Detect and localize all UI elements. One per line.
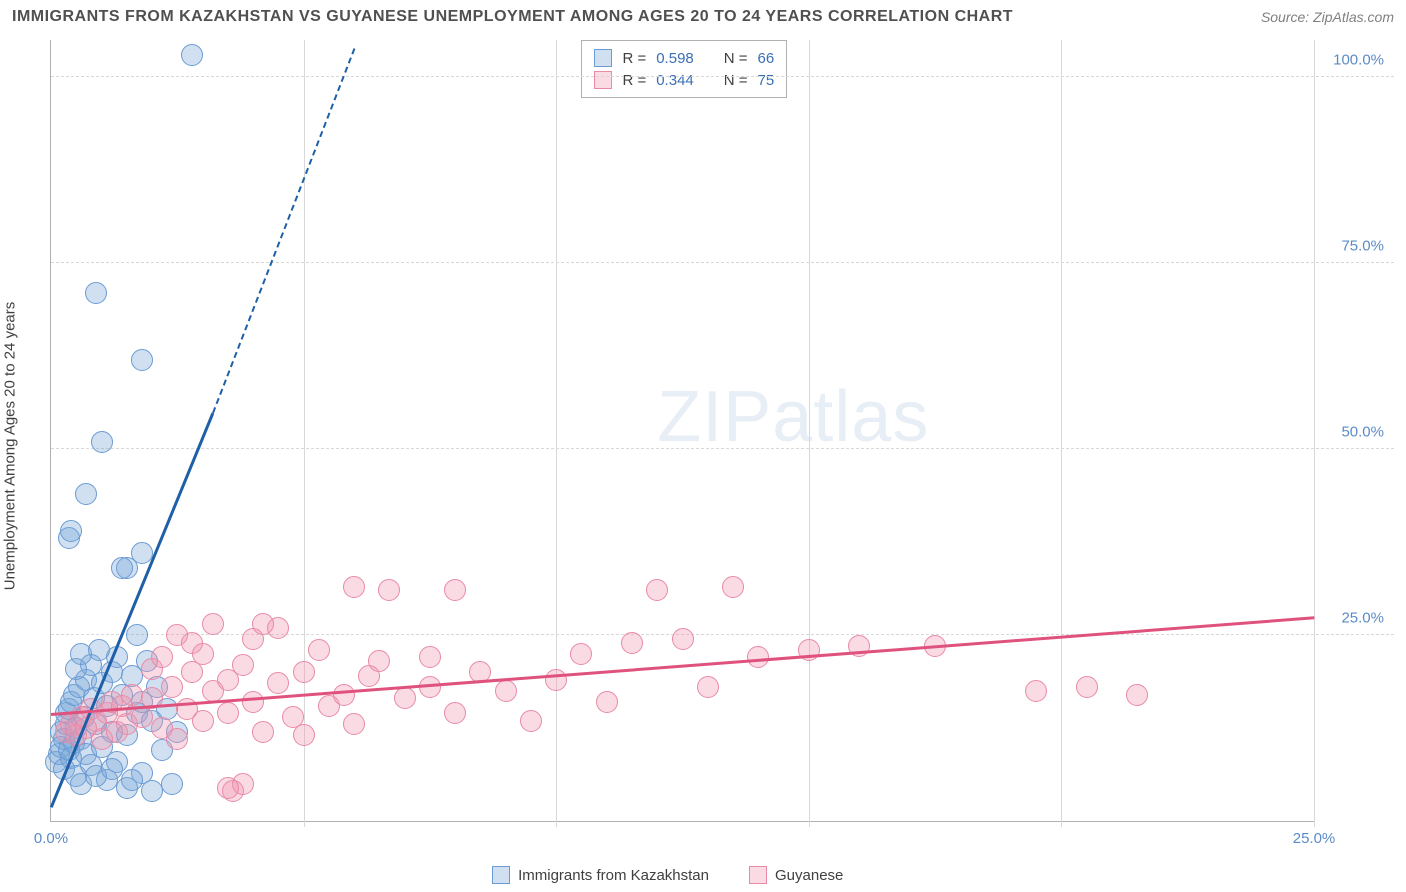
n-value-kazakhstan: 66 <box>758 50 775 67</box>
trend-line <box>50 413 214 808</box>
legend-row-guyanese: R = 0.344 N = 75 <box>594 69 774 91</box>
scatter-point-guyanese <box>1076 676 1098 698</box>
scatter-point-guyanese <box>252 721 274 743</box>
series-legend: Immigrants from Kazakhstan Guyanese <box>492 866 843 884</box>
y-tick-label: 50.0% <box>1324 424 1384 441</box>
scatter-point-guyanese <box>495 680 517 702</box>
source-label: Source: ZipAtlas.com <box>1261 9 1394 25</box>
scatter-point-guyanese <box>368 650 390 672</box>
scatter-point-guyanese <box>293 661 315 683</box>
scatter-point-kazakhstan <box>91 431 113 453</box>
scatter-point-kazakhstan <box>131 349 153 371</box>
scatter-point-kazakhstan <box>126 624 148 646</box>
grid-line-v <box>1314 40 1315 827</box>
chart-container: ZIPatlas R = 0.598 N = 66 R = 0.344 N = … <box>50 40 1394 852</box>
legend-swatch-kazakhstan-icon <box>492 866 510 884</box>
plot-area: ZIPatlas R = 0.598 N = 66 R = 0.344 N = … <box>50 40 1314 822</box>
legend-swatch-kazakhstan <box>594 49 612 67</box>
grid-line-h <box>51 448 1394 449</box>
scatter-point-guyanese <box>394 687 416 709</box>
scatter-point-kazakhstan <box>141 780 163 802</box>
scatter-point-guyanese <box>217 777 239 799</box>
scatter-point-guyanese <box>378 579 400 601</box>
scatter-point-kazakhstan <box>85 282 107 304</box>
scatter-point-guyanese <box>646 579 668 601</box>
scatter-point-guyanese <box>1126 684 1148 706</box>
grid-line-v <box>1061 40 1062 827</box>
scatter-point-guyanese <box>192 710 214 732</box>
scatter-point-guyanese <box>419 676 441 698</box>
legend-item-kazakhstan: Immigrants from Kazakhstan <box>492 866 709 884</box>
scatter-point-guyanese <box>697 676 719 698</box>
correlation-legend: R = 0.598 N = 66 R = 0.344 N = 75 <box>581 40 787 98</box>
scatter-point-kazakhstan <box>111 557 133 579</box>
n-label: N = <box>724 72 748 89</box>
trend-line <box>212 48 355 413</box>
y-tick-label: 75.0% <box>1324 238 1384 255</box>
scatter-point-guyanese <box>545 669 567 691</box>
scatter-point-guyanese <box>444 702 466 724</box>
grid-line-h <box>51 76 1394 77</box>
scatter-point-guyanese <box>672 628 694 650</box>
scatter-point-guyanese <box>161 676 183 698</box>
r-label: R = <box>622 50 646 67</box>
chart-title: IMMIGRANTS FROM KAZAKHSTAN VS GUYANESE U… <box>12 8 1013 26</box>
scatter-point-kazakhstan <box>70 643 92 665</box>
scatter-point-guyanese <box>343 713 365 735</box>
scatter-point-guyanese <box>570 643 592 665</box>
scatter-point-guyanese <box>722 576 744 598</box>
scatter-point-kazakhstan <box>60 520 82 542</box>
legend-label-guyanese: Guyanese <box>775 867 843 884</box>
scatter-point-guyanese <box>596 691 618 713</box>
scatter-point-kazakhstan <box>75 483 97 505</box>
grid-line-h <box>51 262 1394 263</box>
scatter-point-guyanese <box>1025 680 1047 702</box>
scatter-point-guyanese <box>232 654 254 676</box>
scatter-point-guyanese <box>343 576 365 598</box>
legend-swatch-guyanese <box>594 71 612 89</box>
watermark: ZIPatlas <box>657 376 929 458</box>
grid-line-v <box>304 40 305 827</box>
legend-row-kazakhstan: R = 0.598 N = 66 <box>594 47 774 69</box>
scatter-point-guyanese <box>520 710 542 732</box>
scatter-point-guyanese <box>192 643 214 665</box>
x-tick-label: 0.0% <box>34 830 68 847</box>
r-value-kazakhstan: 0.598 <box>656 50 694 67</box>
legend-item-guyanese: Guyanese <box>749 866 843 884</box>
n-value-guyanese: 75 <box>758 72 775 89</box>
watermark-atlas: atlas <box>772 377 929 457</box>
y-tick-label: 100.0% <box>1324 52 1384 69</box>
scatter-point-guyanese <box>121 684 143 706</box>
scatter-point-kazakhstan <box>101 758 123 780</box>
scatter-point-guyanese <box>267 672 289 694</box>
scatter-point-guyanese <box>242 691 264 713</box>
legend-label-kazakhstan: Immigrants from Kazakhstan <box>518 867 709 884</box>
n-label: N = <box>724 50 748 67</box>
watermark-zip: ZIP <box>657 377 772 457</box>
scatter-point-guyanese <box>621 632 643 654</box>
scatter-point-guyanese <box>252 613 274 635</box>
scatter-point-guyanese <box>293 724 315 746</box>
y-tick-label: 25.0% <box>1324 610 1384 627</box>
legend-swatch-guyanese-icon <box>749 866 767 884</box>
scatter-point-guyanese <box>202 613 224 635</box>
grid-line-v <box>809 40 810 827</box>
scatter-point-guyanese <box>333 684 355 706</box>
grid-line-v <box>556 40 557 827</box>
scatter-point-guyanese <box>166 728 188 750</box>
scatter-point-guyanese <box>444 579 466 601</box>
y-axis-label: Unemployment Among Ages 20 to 24 years <box>2 302 19 591</box>
scatter-point-kazakhstan <box>121 769 143 791</box>
r-label: R = <box>622 72 646 89</box>
scatter-point-kazakhstan <box>181 44 203 66</box>
scatter-point-guyanese <box>419 646 441 668</box>
scatter-point-guyanese <box>217 702 239 724</box>
scatter-point-kazakhstan <box>161 773 183 795</box>
scatter-point-guyanese <box>151 646 173 668</box>
x-tick-label: 25.0% <box>1293 830 1336 847</box>
r-value-guyanese: 0.344 <box>656 72 694 89</box>
scatter-point-guyanese <box>308 639 330 661</box>
